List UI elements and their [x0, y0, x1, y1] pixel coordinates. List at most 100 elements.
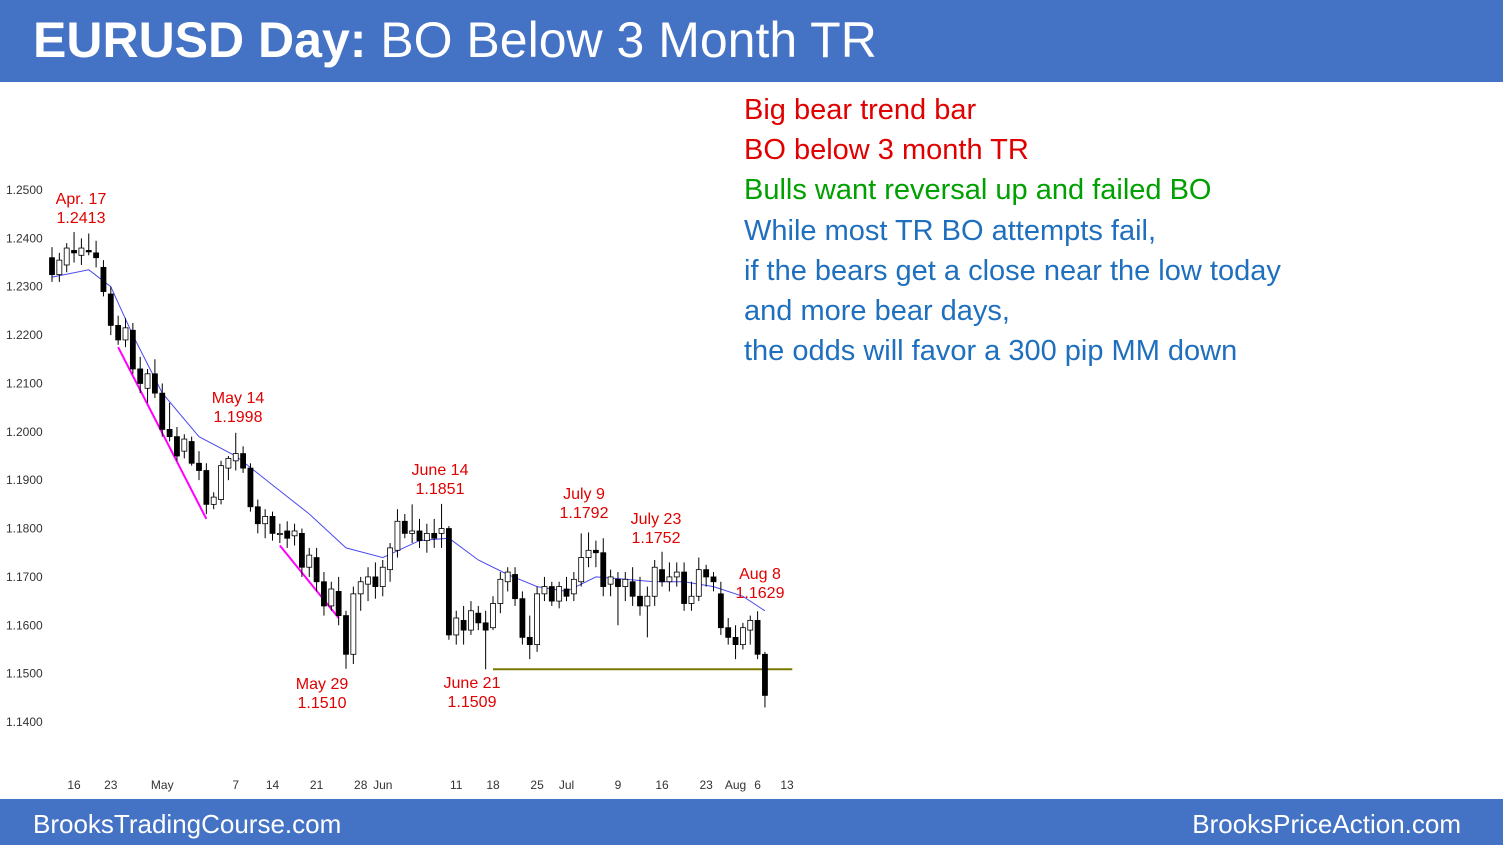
candle [100, 260, 107, 297]
commentary-line: BO below 3 month TR [744, 134, 1029, 167]
annotation-date: May 29 [296, 676, 349, 693]
bull-candle-body [534, 593, 540, 646]
candle [615, 572, 621, 626]
candle [328, 581, 335, 611]
x-tick-label: 23 [104, 778, 118, 792]
candle [107, 286, 114, 336]
candle [578, 533, 585, 587]
y-tick-label: 1.1500 [6, 667, 43, 681]
candle [350, 586, 357, 664]
candle [365, 567, 371, 602]
bear-candle-body [284, 530, 291, 539]
footer-bar: BrooksTradingCourse.com BrooksPriceActio… [0, 799, 1503, 845]
x-tick-label: 11 [450, 778, 463, 792]
candle [534, 586, 540, 652]
bear-candle-body [703, 569, 710, 578]
bull-candle-body [747, 620, 754, 631]
commentary-line: Big bear trend bar [744, 94, 977, 126]
bear-candle-body [717, 593, 724, 629]
candle [63, 243, 70, 273]
candle [379, 559, 386, 597]
bear-candle-body [732, 636, 739, 646]
bull-candle-body [365, 576, 371, 585]
y-axis: 1.2500 1.2400 1.2300 1.2200 1.2100 1.2000 1.19… [6, 183, 43, 729]
bear-candle-body [512, 574, 518, 600]
footer-right-link[interactable]: BrooksPriceAction.com [1192, 809, 1461, 839]
candle [637, 576, 643, 616]
bull-candle-body [387, 547, 394, 571]
x-axis: 16 23 May 7 14 21 28 Jun 11 18 25 Jul 9 16 23 Aug 6 13 [67, 778, 794, 792]
bear-candle-body [593, 549, 599, 554]
bull-candle-body [423, 532, 430, 542]
candle [710, 572, 717, 592]
bear-candle-body [600, 552, 607, 587]
bear-candle-body [203, 470, 210, 505]
bear-candle-body [725, 627, 732, 638]
y-tick-label: 1.2100 [6, 376, 43, 390]
title-rest: BO Below 3 Month TR [366, 12, 877, 68]
bear-candle-body [637, 595, 643, 607]
bear-candle-body [188, 441, 195, 464]
candle [695, 557, 702, 602]
candle [343, 610, 349, 669]
bear-candle-body [49, 257, 55, 276]
x-tick-label: 16 [655, 778, 669, 792]
bull-candle-body [541, 586, 548, 595]
price-annotation: June 14 1.1851 [412, 462, 469, 498]
x-tick-label: 21 [310, 778, 324, 792]
candle [526, 615, 533, 660]
bull-candle-body [144, 373, 151, 389]
commentary-line: While most TR BO attempts fail, [744, 214, 1157, 247]
candle [232, 432, 239, 471]
bear-candle-body [313, 557, 320, 583]
candle [115, 315, 122, 345]
bull-candle-body [673, 571, 680, 578]
candle [188, 436, 195, 466]
candle [666, 562, 673, 592]
candle [570, 572, 577, 602]
candle [240, 446, 247, 473]
footer-left-link[interactable]: BrooksTradingCourse.com [33, 809, 342, 839]
price-annotation: Apr. 17 1.2413 [56, 191, 107, 227]
commentary-line: if the bears get a close near the low to… [744, 254, 1281, 287]
candle [563, 576, 570, 602]
candle [56, 252, 63, 282]
y-tick-label: 1.2000 [6, 425, 43, 439]
x-tick-label: 7 [232, 778, 239, 792]
candle [681, 562, 687, 611]
x-tick-label: 25 [530, 778, 544, 792]
candle [298, 528, 305, 577]
annotation-price: 1.1851 [416, 481, 465, 498]
bull-candle-body [490, 603, 496, 629]
bear-candle-body [100, 266, 107, 292]
candle [607, 569, 614, 597]
bull-candle-body [262, 516, 269, 525]
candle [556, 581, 563, 609]
candle [740, 622, 746, 650]
price-annotation: May 14 1.1998 [212, 390, 265, 426]
x-tick-label: 28 [354, 778, 368, 792]
candle [93, 240, 99, 268]
candle [306, 547, 313, 577]
bear-candle-body [681, 571, 687, 604]
candle [762, 651, 768, 708]
bear-candle-body [526, 636, 533, 646]
bull-candle-body [504, 571, 511, 583]
bear-candle-body [335, 591, 342, 616]
candle [225, 456, 232, 481]
bear-candle-body [519, 598, 526, 638]
candle [754, 611, 761, 660]
bull-candle-body [578, 557, 585, 583]
bear-candle-body [254, 506, 261, 525]
candle [203, 463, 210, 515]
ema-line [51, 269, 766, 612]
price-annotation: Aug 8 1.1629 [736, 566, 785, 602]
bull-candle-body [438, 528, 445, 534]
bear-candle-body [240, 453, 247, 469]
candle [593, 540, 599, 568]
candle [174, 426, 180, 461]
page-title: EURUSD Day: BO Below 3 Month TR [33, 10, 877, 70]
bull-candle-body [666, 576, 673, 583]
candle [247, 463, 254, 512]
annotation-date: Apr. 17 [56, 191, 107, 208]
